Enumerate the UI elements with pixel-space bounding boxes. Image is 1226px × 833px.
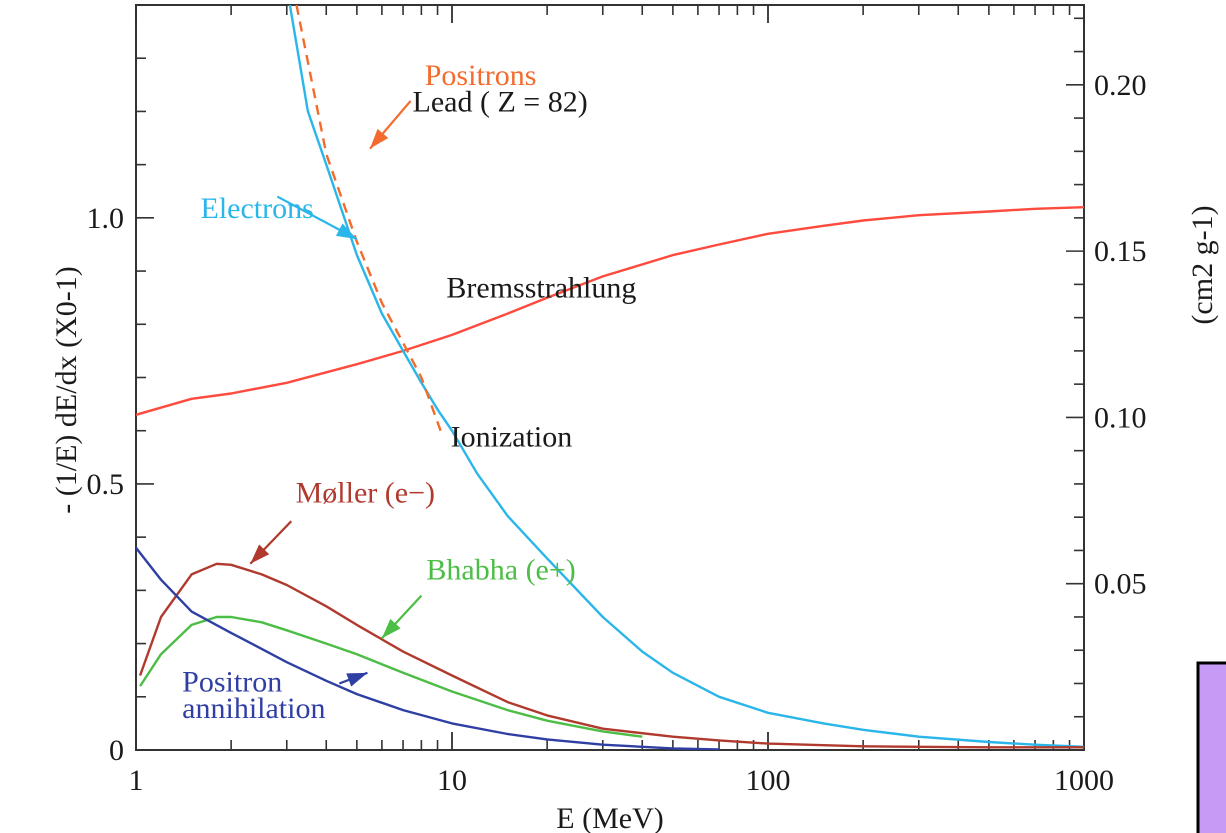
x-tick-label: 1 [129, 764, 144, 797]
y-axis-label: - (1/E) dE/dx (X0-1) [50, 266, 83, 513]
annihilation-arrow [338, 671, 368, 687]
series-electrons [288, 5, 1084, 748]
y2-tick-label: 0.20 [1094, 69, 1147, 102]
annotation-annihilation: annihilation [182, 692, 325, 725]
annotation-bhabha-e: Bhabha (e+) [426, 554, 575, 587]
y2-axis-label: (cm2 g-1) [1186, 205, 1219, 324]
bhabha-arrow [381, 594, 423, 639]
plot-frame [135, 4, 1085, 751]
y2-tick-label: 0.15 [1094, 235, 1147, 268]
y2-tick-label: 0.05 [1094, 568, 1147, 601]
annihilation-arrow-head [346, 672, 368, 687]
annotations-group: Lead ( Z = 82)Positrons Electrons Bremsstr… [182, 59, 636, 725]
series-m-ller-e [138, 562, 1084, 749]
series-bhabha-e [139, 615, 643, 738]
bhabha-arrow-head [381, 618, 401, 639]
series-positrons [295, 5, 442, 432]
annotation-bremsstrahlung: Bremsstrahlung [446, 272, 636, 305]
y-tick-label: 0 [109, 734, 124, 767]
x-tick-label: 1000 [1054, 764, 1114, 797]
overlay-box [1196, 661, 1226, 833]
tick-labels-group: 1 10 100 1000 0 0.5 1.0 0.05 0.10 0.15 0.20 E (MeV)… [50, 69, 1219, 833]
moller-arrow-head [250, 544, 270, 564]
annotation-ionization: Ionization [451, 421, 573, 454]
moller-arrow [249, 520, 293, 565]
annotation-lead-z-82: Lead ( Z = 82) [413, 85, 588, 118]
electrons-arrow [276, 195, 358, 241]
x-axis-label: E (MeV) [556, 802, 663, 833]
x-tick-label: 100 [746, 764, 791, 797]
x-tick-label: 10 [437, 764, 467, 797]
annotation-positron: Positron [182, 665, 282, 698]
annotation-m-ller-e: Møller (e−) [296, 477, 435, 510]
axis-ticks [135, 4, 1085, 751]
annotation-electrons: Electrons [201, 192, 314, 225]
electrons-arrow-head [335, 223, 357, 240]
series-group [136, 5, 1084, 750]
positrons-arrow [369, 100, 412, 150]
series-bremsstrahlung [136, 206, 1084, 416]
arrows-group [249, 100, 423, 687]
positrons-arrow-head [369, 128, 389, 149]
y-tick-label: 0.5 [87, 468, 125, 501]
annotation-positrons: Positrons [425, 59, 537, 92]
y2-tick-label: 0.10 [1094, 401, 1147, 434]
y-tick-label: 1.0 [87, 202, 125, 235]
series-positron-annihilation [136, 547, 720, 750]
